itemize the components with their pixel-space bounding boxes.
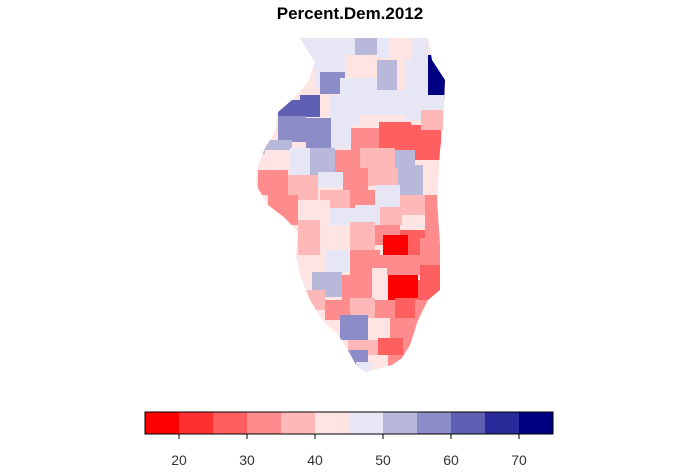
county <box>398 165 423 195</box>
legend-tick-label: 50 <box>375 452 391 468</box>
legend-swatch <box>417 412 451 434</box>
county <box>355 205 380 227</box>
county <box>310 148 335 176</box>
county <box>420 238 440 268</box>
legend-swatch <box>383 412 417 434</box>
county <box>342 275 372 300</box>
county <box>325 250 350 272</box>
legend-tick-label: 60 <box>443 452 459 468</box>
legend-swatch <box>485 412 519 434</box>
legend-tick-label: 70 <box>511 452 527 468</box>
county <box>411 125 441 160</box>
county <box>400 195 425 215</box>
legend-swatch <box>315 412 349 434</box>
county <box>395 298 418 318</box>
legend-swatch <box>451 412 485 434</box>
county <box>340 315 368 340</box>
county <box>356 362 371 372</box>
county <box>290 148 310 176</box>
county <box>300 95 320 117</box>
county <box>368 355 388 370</box>
county <box>298 200 330 220</box>
county <box>345 55 377 77</box>
county <box>265 150 290 172</box>
county <box>331 120 351 148</box>
legend-border <box>144 411 554 435</box>
county <box>380 255 420 275</box>
county <box>343 168 368 190</box>
county <box>395 150 415 168</box>
county <box>378 338 403 360</box>
legend-swatch <box>519 412 553 434</box>
county <box>372 268 387 298</box>
county <box>258 170 288 195</box>
county <box>390 318 415 340</box>
county <box>389 38 411 60</box>
county <box>383 235 408 255</box>
legend-color-bar <box>144 411 554 435</box>
map-title: Percent.Dem.2012 <box>276 4 424 23</box>
legend-swatch <box>281 412 315 434</box>
county <box>350 298 375 318</box>
county <box>320 225 350 250</box>
county <box>300 255 325 275</box>
county <box>355 38 377 60</box>
county <box>380 207 402 225</box>
county <box>375 300 395 320</box>
county <box>377 60 397 90</box>
legend-swatch <box>349 412 383 434</box>
county <box>420 160 442 190</box>
legend-tick-label: 30 <box>239 452 255 468</box>
legend-swatch <box>247 412 281 434</box>
legend-swatch <box>179 412 213 434</box>
county <box>368 318 390 338</box>
county <box>411 38 428 62</box>
county <box>330 208 355 226</box>
county <box>402 215 427 230</box>
county-polygons <box>256 38 445 372</box>
county <box>421 110 443 130</box>
legend-tick-label: 40 <box>307 452 323 468</box>
county <box>377 38 389 58</box>
legend-ticks: 20 30 40 50 60 70 <box>171 434 527 468</box>
county <box>318 172 343 187</box>
county <box>278 116 306 142</box>
county <box>388 275 418 300</box>
county <box>340 78 377 98</box>
county <box>368 168 398 186</box>
legend-swatch <box>145 412 179 434</box>
county <box>379 122 411 152</box>
county <box>320 72 345 94</box>
county <box>405 60 428 95</box>
county <box>306 118 331 148</box>
legend-tick-label: 20 <box>171 452 187 468</box>
illinois-county-map <box>256 38 445 372</box>
county <box>350 222 375 250</box>
county <box>298 220 320 255</box>
county <box>375 185 400 207</box>
legend-swatch <box>213 412 247 434</box>
